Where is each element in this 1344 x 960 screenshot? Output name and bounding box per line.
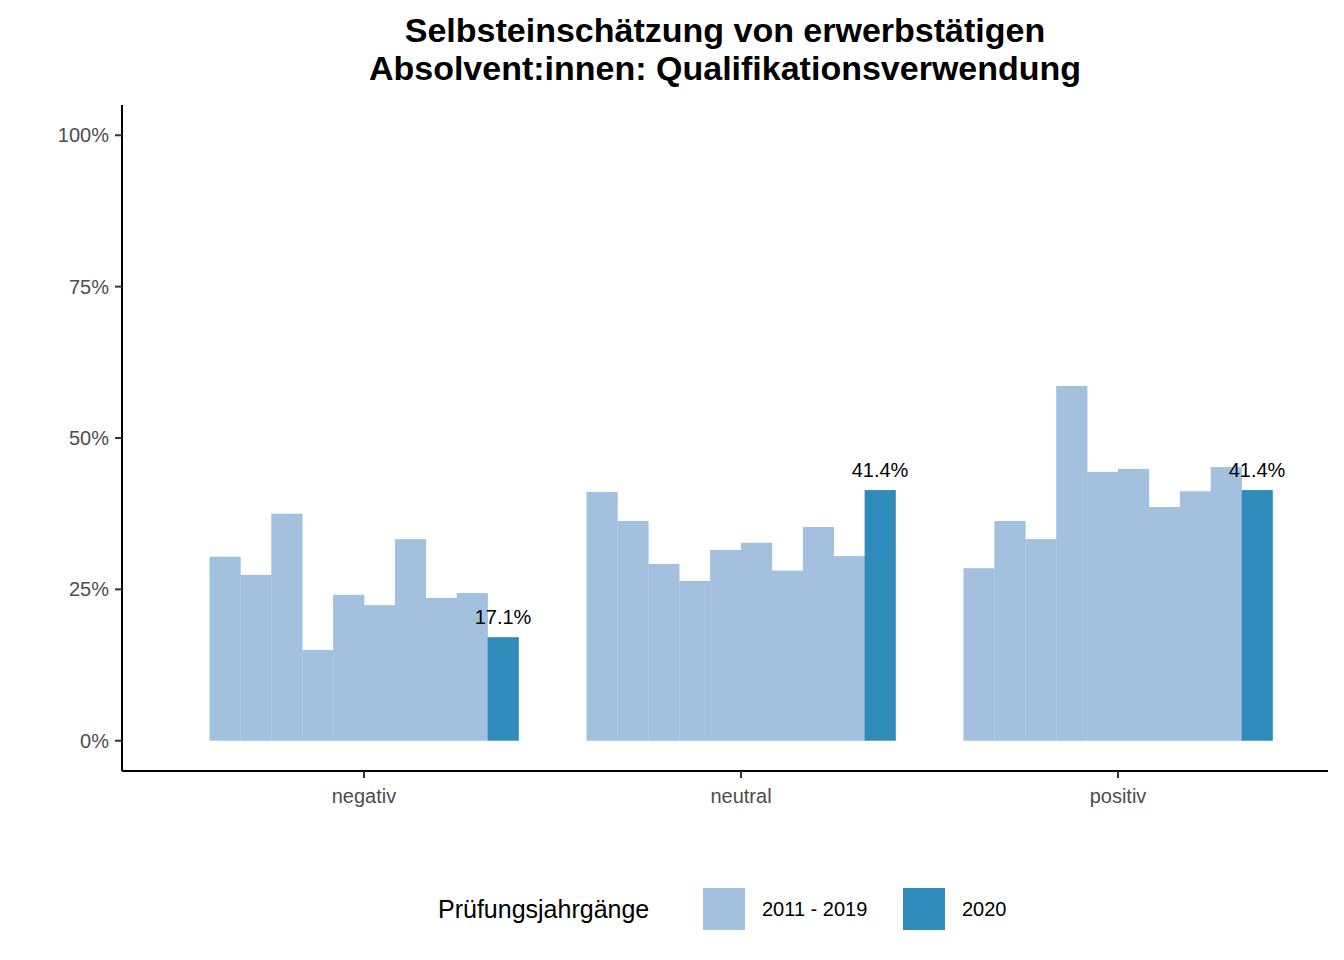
x-tick	[1117, 771, 1119, 778]
bar	[587, 492, 618, 741]
legend-key	[703, 888, 745, 930]
x-tick-label: neutral	[710, 785, 771, 807]
bar	[865, 490, 896, 741]
y-tick-label: 25%	[69, 578, 109, 600]
bar	[395, 539, 426, 741]
x-tick-label: negativ	[332, 785, 397, 807]
bar	[426, 598, 457, 741]
bar	[1056, 386, 1087, 741]
y-tick-label: 100%	[58, 124, 109, 146]
y-tick-label: 75%	[69, 276, 109, 298]
legend-key	[903, 888, 945, 930]
legend-label: 2020	[962, 898, 1007, 920]
bar	[964, 568, 995, 741]
x-tick	[363, 771, 365, 778]
x-tick-label: positiv	[1090, 785, 1147, 807]
bar	[710, 550, 741, 741]
chart: Selbsteinschätzung von erwerbstätigenAbs…	[0, 0, 1344, 960]
y-tick	[115, 286, 122, 288]
bar	[271, 514, 302, 741]
data-label: 17.1%	[475, 606, 532, 628]
bar	[1180, 491, 1211, 740]
bar	[302, 650, 333, 741]
data-label: 41.4%	[852, 459, 909, 481]
bar	[1118, 469, 1149, 741]
bar	[994, 521, 1025, 741]
data-label: 41.4%	[1229, 459, 1286, 481]
bars	[210, 386, 1273, 741]
bar	[210, 557, 241, 741]
title: Selbsteinschätzung von erwerbstätigenAbs…	[369, 11, 1081, 87]
bar	[772, 571, 803, 741]
bar	[834, 556, 865, 741]
bar	[1025, 539, 1056, 741]
bar	[1149, 507, 1180, 741]
bar	[1087, 472, 1118, 741]
bar	[803, 527, 834, 741]
y-tick	[115, 134, 122, 136]
y-tick	[115, 588, 122, 590]
bar	[741, 543, 772, 741]
x-axis	[122, 770, 1328, 772]
bar	[1242, 490, 1273, 741]
bar	[488, 637, 519, 741]
bar	[1211, 467, 1242, 741]
bar	[617, 521, 648, 741]
bar	[364, 605, 395, 741]
bar	[648, 564, 679, 741]
y-tick	[115, 437, 122, 439]
legend-label: 2011 - 2019	[762, 898, 867, 920]
y-tick-label: 50%	[69, 427, 109, 449]
x-tick	[740, 771, 742, 778]
bar	[240, 575, 271, 741]
bar	[333, 595, 364, 741]
bar	[679, 581, 710, 741]
y-tick	[115, 740, 122, 742]
y-tick-label: 0%	[80, 730, 109, 752]
legend-title: Prüfungsjahrgänge	[438, 895, 649, 923]
